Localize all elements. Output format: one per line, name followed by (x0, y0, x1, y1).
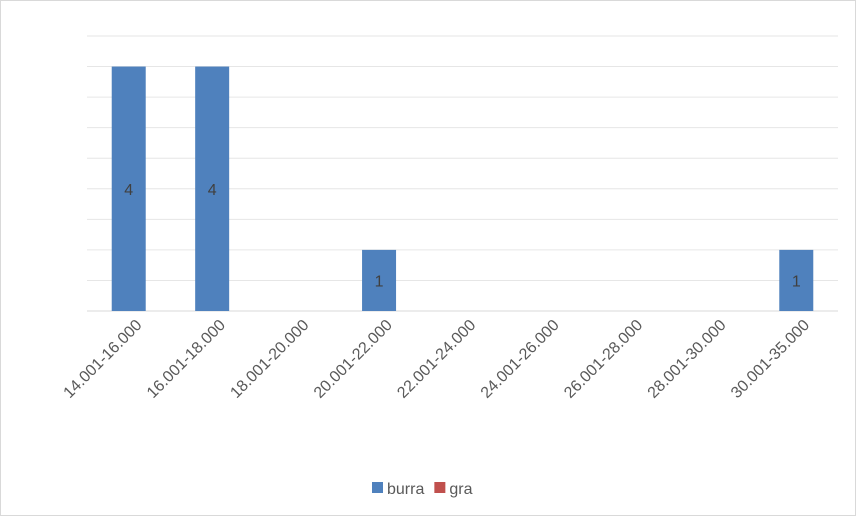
data-label: 4 (124, 182, 133, 199)
legend-swatch (434, 482, 446, 493)
data-label: 4 (208, 182, 217, 199)
data-label: 1 (792, 273, 801, 290)
bar (362, 249, 397, 311)
bar (779, 249, 814, 311)
bar (111, 66, 146, 311)
legend-swatch (372, 482, 383, 493)
bar (195, 66, 230, 311)
data-label: 1 (375, 273, 384, 290)
legend-label: burra (387, 481, 424, 498)
legend-label: gra (449, 481, 472, 498)
